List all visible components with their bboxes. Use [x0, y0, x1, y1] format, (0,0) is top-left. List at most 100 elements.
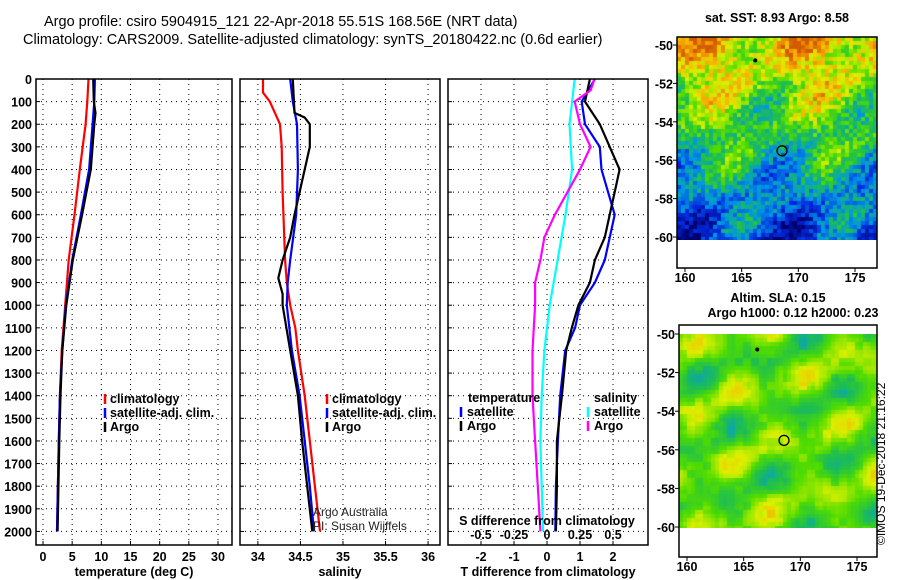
x-tick-label: 25 — [182, 550, 196, 564]
x-axis-label: temperature (deg C) — [75, 565, 194, 579]
series-line-salinity-satellite — [539, 78, 576, 532]
lat-tick-label: -52 — [655, 77, 673, 91]
x-tick-label: 30 — [211, 550, 225, 564]
series-line-temperature-satellite — [554, 78, 616, 532]
x-tick-label: 35.5 — [373, 550, 397, 564]
y-tick-label: 0 — [25, 73, 32, 87]
y-tick-label: 700 — [11, 231, 32, 245]
x-tick-label: 15 — [124, 550, 138, 564]
island-marker — [755, 347, 760, 352]
y-tick-label: 1000 — [4, 299, 32, 313]
lat-tick-label: -50 — [657, 328, 675, 342]
y-tick-label: 200 — [11, 118, 32, 132]
island-marker — [753, 58, 758, 63]
x-tick-label: 34.5 — [288, 550, 312, 564]
series-line-temperature-argo — [554, 78, 621, 532]
x-tick-label: -1 — [508, 550, 519, 564]
map-frame — [678, 324, 878, 558]
y-tick-label: 400 — [11, 163, 32, 177]
sla-map-image — [679, 334, 877, 528]
x-tick-label: 34 — [251, 550, 265, 564]
y-tick-label: 800 — [11, 254, 32, 268]
salinity-panel — [239, 78, 441, 546]
legend-label: climatology — [110, 392, 180, 406]
lat-tick-label: -58 — [657, 482, 675, 496]
legend-label: climatology — [332, 392, 402, 406]
argo-position-marker — [778, 434, 790, 446]
y-tick-label: 1700 — [4, 458, 32, 472]
lon-tick-label: 170 — [790, 560, 811, 574]
lon-tick-label: 175 — [845, 271, 866, 285]
legend-title-temperature: temperature — [468, 391, 540, 405]
legend-title-salinity: salinity — [594, 391, 637, 405]
plot-frame — [239, 78, 441, 546]
lat-tick-label: -54 — [657, 405, 675, 419]
map-title: Altim. SLA: 0.15 — [730, 291, 825, 305]
credit-annotation: PI: Susan Wijffels — [313, 519, 407, 533]
legend-label: satellite-adj. clim. — [332, 406, 436, 420]
series-line-salinity-argo — [531, 78, 596, 532]
lat-tick-label: -58 — [655, 193, 673, 207]
x-axis-label: T difference from climatology — [460, 565, 635, 579]
x-axis-label: salinity — [318, 565, 361, 579]
map-title: sat. SST: 8.93 Argo: 8.58 — [705, 11, 849, 25]
series-line-satellite-adj-clim- — [285, 78, 316, 532]
map-frame — [676, 36, 878, 269]
s-axis-label: S difference from climatology — [459, 514, 635, 528]
y-tick-label: 1400 — [4, 390, 32, 404]
difference-panel — [447, 78, 649, 546]
y-tick-label: 1500 — [4, 412, 32, 426]
lat-tick-label: -60 — [655, 231, 673, 245]
legend-label: Argo — [110, 420, 140, 434]
lon-tick-label: 165 — [731, 271, 752, 285]
x-tick-label: 10 — [94, 550, 108, 564]
lon-tick-label: 165 — [733, 560, 754, 574]
x-tick-label: 1 — [577, 550, 584, 564]
s-tick-label: -0.25 — [500, 528, 529, 542]
y-tick-label: 600 — [11, 209, 32, 223]
x-tick-label: 0 — [544, 550, 551, 564]
y-tick-label: 1100 — [5, 322, 32, 336]
lat-tick-label: -50 — [655, 39, 673, 53]
s-tick-label: 0.25 — [568, 528, 592, 542]
x-tick-label: 2 — [610, 550, 617, 564]
sla-map-panel — [675, 324, 878, 561]
legend-label: satellite — [467, 405, 514, 419]
lon-tick-label: 160 — [675, 271, 696, 285]
y-tick-label: 1900 — [4, 503, 32, 517]
lat-tick-label: -54 — [655, 116, 673, 130]
map-subtitle: Argo h1000: 0.12 h2000: 0.23 — [708, 306, 879, 320]
y-tick-label: 100 — [11, 96, 32, 110]
copyright-label: ©IMOS 19-Dec-2018 21:16:22 — [874, 382, 888, 545]
lat-tick-label: -60 — [657, 521, 675, 535]
x-tick-label: 35 — [336, 550, 350, 564]
sst-map-panel — [673, 36, 878, 272]
legend-label: satellite-adj. clim. — [110, 406, 214, 420]
lat-tick-label: -56 — [655, 154, 673, 168]
sst-map-image — [677, 37, 877, 240]
series-line-argo — [56, 78, 97, 532]
y-tick-label: 1600 — [4, 435, 32, 449]
plot-frame — [35, 78, 233, 546]
legend-label: Argo — [332, 420, 362, 434]
y-tick-label: 300 — [11, 141, 32, 155]
series-line-climatology — [261, 79, 322, 532]
temperature-panel — [35, 78, 233, 546]
legend-label: satellite — [594, 405, 641, 419]
legend-label: Argo — [594, 419, 624, 433]
lon-tick-label: 170 — [788, 271, 809, 285]
x-tick-label: 36 — [421, 550, 435, 564]
x-tick-label: 0 — [40, 550, 47, 564]
lat-tick-label: -56 — [657, 444, 675, 458]
argo-position-marker — [776, 145, 788, 157]
x-tick-label: 5 — [69, 550, 76, 564]
lon-tick-label: 160 — [677, 560, 698, 574]
y-tick-label: 500 — [11, 186, 32, 200]
y-tick-label: 1200 — [4, 344, 32, 358]
lon-tick-label: 175 — [847, 560, 868, 574]
series-line-satellite-adj-clim- — [55, 78, 96, 532]
s-tick-label: 0 — [544, 528, 551, 542]
y-tick-label: 2000 — [4, 525, 32, 539]
